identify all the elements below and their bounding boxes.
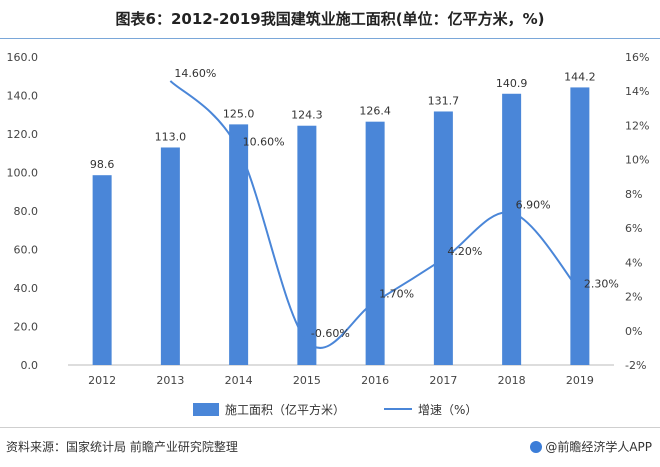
bar-series xyxy=(92,87,590,366)
y-right-tick-label: 10% xyxy=(625,154,649,167)
growth-line xyxy=(169,80,581,349)
bar xyxy=(92,175,112,365)
source-note: 资料来源：国家统计局 前瞻产业研究院整理 xyxy=(6,440,238,454)
bar xyxy=(229,124,249,365)
y-right-tick-label: 14% xyxy=(625,85,649,98)
y-right-tick-label: 4% xyxy=(625,256,642,269)
bar-value-label: 144.2 xyxy=(564,70,596,83)
line-value-label: 1.70% xyxy=(379,288,414,301)
bar-value-label: 113.0 xyxy=(155,130,187,143)
title-divider xyxy=(0,38,660,39)
y-right-tick-label: 6% xyxy=(625,222,642,235)
legend: 施工面积（亿平方米） 增速（%） xyxy=(193,402,477,417)
y-left-tick-label: 80.0 xyxy=(14,205,39,218)
data-labels: 98.6 113.0 125.0 124.3 126.4 131.7 140.9 144.2 1… xyxy=(90,67,619,340)
x-tick-label: 2014 xyxy=(225,374,253,387)
bar-value-label: 140.9 xyxy=(496,77,528,90)
legend-bar-swatch xyxy=(193,403,219,416)
x-tick-label: 2017 xyxy=(429,374,457,387)
y-left-tick-label: 60.0 xyxy=(14,244,39,257)
y-left-tick-label: 20.0 xyxy=(14,321,39,334)
x-tick-label: 2016 xyxy=(361,374,389,387)
x-tick-label: 2018 xyxy=(498,374,526,387)
y-right-tick-label: 8% xyxy=(625,188,642,201)
brand-credit-text: @前瞻经济学人APP xyxy=(545,440,652,454)
bar xyxy=(433,111,453,365)
y-left-tick-label: 0.0 xyxy=(21,359,39,372)
x-tick-label: 2012 xyxy=(88,374,116,387)
y-left-tick-label: 160.0 xyxy=(7,51,39,64)
footer-divider xyxy=(0,427,660,428)
line-value-label: 4.20% xyxy=(447,245,482,258)
y-right-tick-label: 12% xyxy=(625,119,649,132)
bar-value-label: 131.7 xyxy=(428,94,460,107)
bar xyxy=(160,147,180,365)
line-value-label: 10.60% xyxy=(243,135,285,148)
brand-logo-icon xyxy=(530,441,543,453)
y-left-tick-label: 40.0 xyxy=(14,282,39,295)
x-tick-label: 2015 xyxy=(293,374,321,387)
bar-value-label: 125.0 xyxy=(223,107,255,120)
bar-value-label: 124.3 xyxy=(291,109,323,122)
y-left-tick-label: 140.0 xyxy=(7,90,39,103)
bar xyxy=(502,93,522,365)
y-right-tick-label: 0% xyxy=(625,325,642,338)
legend-bar-label: 施工面积（亿平方米） xyxy=(225,402,345,417)
line-value-label: 2.30% xyxy=(584,277,619,290)
legend-line-label: 增速（%） xyxy=(418,403,477,417)
y-left-tick-label: 100.0 xyxy=(7,167,39,180)
x-tick-label: 2013 xyxy=(156,374,184,387)
line-series xyxy=(169,80,581,349)
y-left-tick-label: 120.0 xyxy=(7,128,39,141)
bar xyxy=(570,87,590,365)
y-right-tick-label: -2% xyxy=(625,359,646,372)
line-value-label: 14.60% xyxy=(174,67,216,80)
chart-title: 图表6：2012-2019我国建筑业施工面积(单位：亿平方米，%) xyxy=(115,10,545,28)
x-tick-label: 2019 xyxy=(566,374,594,387)
bar-value-label: 126.4 xyxy=(359,105,391,118)
axes: 0.0 20.0 40.0 60.0 80.0 100.0 120.0 140.0 160.0 -… xyxy=(7,51,650,387)
bar-value-label: 98.6 xyxy=(90,158,115,171)
y-right-tick-label: 16% xyxy=(625,51,649,64)
brand-credit: @前瞻经济学人APP xyxy=(530,438,652,455)
y-right-tick-label: 2% xyxy=(625,291,642,304)
line-value-label: -0.60% xyxy=(311,327,350,340)
bar xyxy=(365,121,385,366)
line-value-label: 6.90% xyxy=(516,199,551,212)
bar xyxy=(297,125,317,365)
